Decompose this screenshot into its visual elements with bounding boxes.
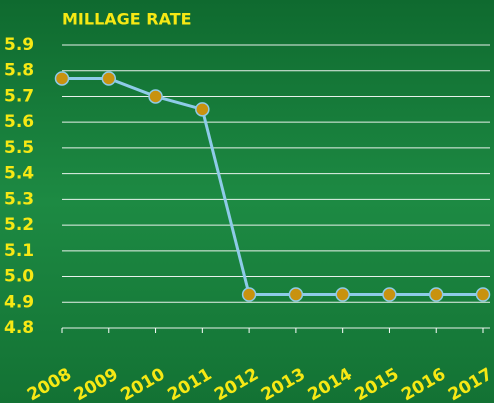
y-tick-label: 5.9 — [4, 35, 34, 55]
y-tick-label: 5.2 — [4, 215, 34, 235]
y-tick-label: 5.0 — [4, 267, 34, 287]
y-tick-label: 5.1 — [4, 241, 34, 261]
chart-title: MILLAGE RATE — [62, 10, 192, 29]
marker — [288, 287, 304, 302]
line — [62, 76, 483, 297]
marker — [148, 89, 163, 104]
marker — [475, 287, 491, 302]
marker — [382, 287, 397, 302]
y-tick-label: 4.8 — [4, 318, 34, 338]
y-tick-label: 5.8 — [4, 61, 34, 81]
marker — [335, 287, 350, 302]
marker — [54, 71, 70, 86]
marker — [428, 287, 444, 302]
y-tick-label: 5.7 — [4, 86, 34, 106]
y-tick-label: 5.6 — [4, 112, 34, 132]
y-tick-label: 5.4 — [4, 164, 34, 184]
marker — [195, 102, 210, 117]
y-tick-label: 5.3 — [4, 189, 34, 209]
marker — [101, 71, 117, 86]
marker — [241, 287, 257, 302]
y-tick-label: 4.9 — [4, 292, 34, 312]
y-tick-label: 5.5 — [4, 138, 34, 158]
